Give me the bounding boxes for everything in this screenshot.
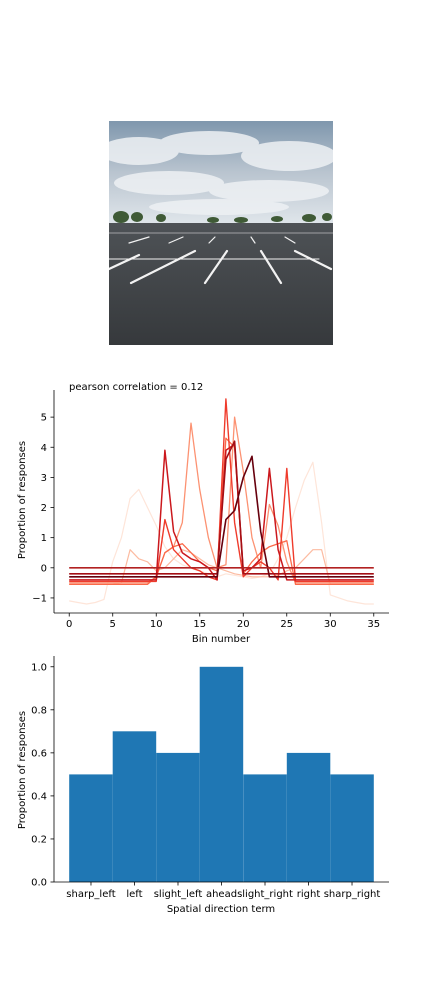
- bar-chart-bars: [69, 666, 374, 882]
- y-tick-label: 5: [41, 413, 47, 424]
- x-tick-label: 30: [324, 619, 337, 630]
- y-tick-label: 0.4: [31, 791, 47, 802]
- y-tick-label: 4: [41, 443, 47, 454]
- series-line-4: [69, 398, 374, 583]
- series-line-7: [69, 455, 374, 578]
- y-tick-label: −1: [32, 593, 47, 604]
- y-tick-label: 0.2: [31, 834, 47, 845]
- series-line-2: [69, 416, 374, 584]
- asphalt: [109, 223, 333, 345]
- x-tick-label: left: [126, 889, 142, 900]
- x-tick-label: slight_left: [154, 889, 203, 900]
- x-tick-label: 35: [367, 619, 380, 630]
- x-tick-label: 10: [150, 619, 163, 630]
- parking-lot-photo: [109, 121, 333, 345]
- series-line-6: [69, 440, 374, 575]
- parking-lines: [109, 232, 333, 285]
- bar-left: [112, 731, 157, 882]
- x-tick-label: slight_right: [237, 889, 293, 900]
- bar-slight_left: [156, 752, 200, 882]
- line-chart-ylabel: Proportion of responses: [17, 441, 28, 559]
- y-tick-label: 0.0: [31, 878, 47, 889]
- x-tick-label: 15: [193, 619, 206, 630]
- line-chart-series: [69, 398, 374, 605]
- line-chart-xlabel: Bin number: [192, 634, 251, 645]
- x-tick-label: ahead: [206, 889, 237, 900]
- series-line-0: [69, 461, 374, 605]
- y-tick-label: 1.0: [31, 662, 47, 673]
- tree-line: [113, 211, 332, 223]
- x-tick-label: sharp_left: [66, 889, 115, 900]
- x-tick-label: 0: [66, 619, 72, 630]
- x-tick-label: sharp_right: [324, 889, 381, 900]
- bar-chart-ylabel: Proportion of responses: [17, 711, 28, 829]
- bar-chart: sharp_left left slight_left ahead slight_rig…: [17, 656, 389, 915]
- y-tick-label: 0: [41, 563, 47, 574]
- bar-ahead: [199, 666, 244, 882]
- bar-right: [286, 752, 331, 882]
- y-tick-label: 3: [41, 473, 47, 484]
- bar-sharp_left: [69, 774, 113, 882]
- x-tick-label: right: [297, 889, 321, 900]
- y-tick-label: 1: [41, 533, 47, 544]
- x-tick-label: 25: [280, 619, 293, 630]
- clouds: [109, 131, 333, 215]
- y-tick-label: 0.6: [31, 748, 47, 759]
- bar-chart-xlabel: Spatial direction term: [167, 904, 275, 915]
- x-tick-label: 5: [110, 619, 116, 630]
- bar-sharp_right: [330, 774, 374, 882]
- x-tick-label: 20: [237, 619, 250, 630]
- line-chart: pearson correlation = 0.12 0 5 10 15 20 25 30 3…: [17, 382, 389, 645]
- y-tick-label: 0.8: [31, 705, 47, 716]
- y-tick-label: 2: [41, 503, 47, 514]
- bar-slight_right: [243, 774, 287, 882]
- line-chart-title: pearson correlation = 0.12: [69, 382, 203, 393]
- bar-chart-axes: sharp_left left slight_left ahead slight_rig…: [31, 656, 389, 900]
- line-chart-axes: 0 5 10 15 20 25 30 35 −1 0 1 2 3 4 5: [32, 390, 389, 630]
